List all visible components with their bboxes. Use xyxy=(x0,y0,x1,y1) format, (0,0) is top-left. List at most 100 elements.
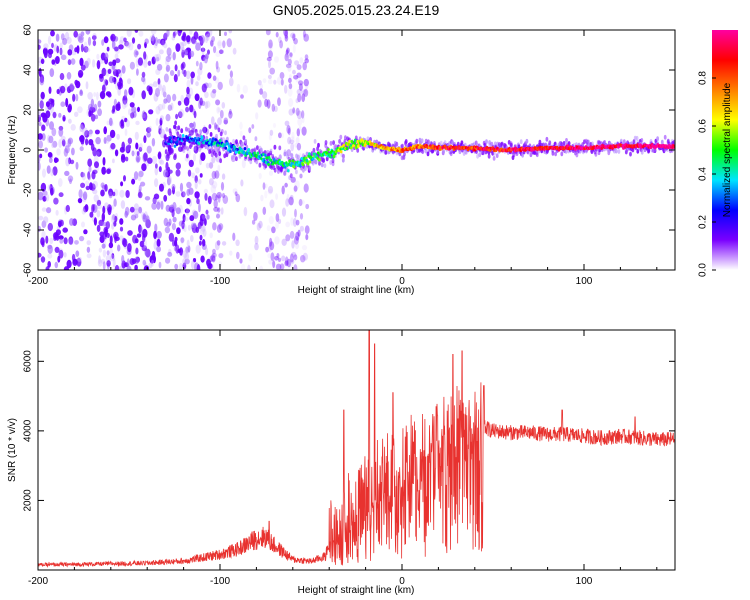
noise-blob xyxy=(99,235,105,243)
noise-blob xyxy=(93,217,97,226)
noise-blob xyxy=(112,258,116,268)
noise-blob xyxy=(195,60,199,67)
noise-blob xyxy=(101,67,107,77)
noise-blob xyxy=(151,34,155,43)
noise-blob xyxy=(295,231,300,241)
noise-blob xyxy=(130,112,135,119)
ridge-halo xyxy=(344,135,347,141)
noise-blob xyxy=(206,258,211,267)
noise-blob xyxy=(88,165,92,173)
noise-blob xyxy=(205,53,209,60)
noise-blob xyxy=(40,91,45,100)
ridge-halo xyxy=(185,126,188,132)
ridge-point xyxy=(339,150,343,154)
colorbar-tick-label: 0.2 xyxy=(698,215,709,229)
noise-blob xyxy=(222,40,226,49)
noise-blob xyxy=(211,36,216,42)
ridge-point xyxy=(283,165,287,169)
noise-blob xyxy=(299,57,304,64)
ridge-halo xyxy=(313,139,317,144)
noise-blob xyxy=(142,228,148,238)
ridge-point xyxy=(304,156,308,160)
noise-blob xyxy=(142,111,148,122)
ridge-halo xyxy=(308,165,312,171)
noise-blob xyxy=(305,84,309,90)
noise-blob xyxy=(200,224,206,232)
ridge-halo xyxy=(635,135,639,141)
noise-blob xyxy=(108,191,113,199)
snr-panel: -200 -100 0 100 2000 4000 6000 Height of strai… xyxy=(7,329,676,596)
noise-blob xyxy=(279,40,283,49)
noise-blob xyxy=(38,225,42,233)
ridge-halo xyxy=(640,149,644,155)
colorbar-gradient xyxy=(712,30,738,270)
noise-blob xyxy=(217,207,221,213)
noise-blob xyxy=(294,208,297,218)
noise-blob xyxy=(142,259,147,266)
noise-blob xyxy=(88,110,92,118)
noise-blob xyxy=(215,124,219,130)
noise-blob xyxy=(81,208,86,215)
noise-blob xyxy=(92,40,97,47)
noise-blob xyxy=(90,143,95,151)
noise-blob xyxy=(86,253,92,259)
noise-blob xyxy=(134,213,139,219)
ridge-point xyxy=(331,149,334,153)
noise-blob xyxy=(102,205,106,214)
noise-blob xyxy=(181,46,185,53)
ridge-halo xyxy=(495,153,499,158)
noise-blob xyxy=(266,225,271,232)
noise-blob xyxy=(199,234,203,241)
noise-blob xyxy=(141,76,146,83)
ridge-halo xyxy=(415,138,419,144)
noise-blob xyxy=(129,61,135,70)
colorbar-tick-label: 0.4 xyxy=(698,167,709,181)
noise-blob xyxy=(211,263,215,270)
noise-blob xyxy=(216,191,222,199)
noise-blob xyxy=(95,136,101,145)
ridge-halo xyxy=(297,154,300,160)
noise-blob xyxy=(234,191,238,196)
colorbar: 0.0 0.2 0.4 0.6 0.8 Normalized spectral ampl… xyxy=(698,30,738,277)
noise-blob xyxy=(172,216,177,223)
ridge-point xyxy=(214,138,217,142)
noise-blob xyxy=(304,225,310,235)
noise-blob xyxy=(195,244,201,254)
noise-blob xyxy=(243,206,248,217)
noise-blob xyxy=(100,182,105,188)
noise-blob xyxy=(124,40,129,47)
noise-blob xyxy=(275,31,279,38)
noise-blob xyxy=(87,36,92,46)
ridge-halo xyxy=(498,142,501,147)
noise-blob xyxy=(79,146,84,152)
noise-blob xyxy=(67,137,74,145)
ridge-halo xyxy=(491,150,495,156)
noise-blob xyxy=(187,245,191,253)
noise-blob xyxy=(126,265,132,270)
ridge-halo xyxy=(583,139,586,145)
ridge-point xyxy=(303,156,306,160)
noise-blob xyxy=(223,119,228,125)
noise-blob xyxy=(167,169,173,174)
noise-blob xyxy=(135,51,139,56)
noise-blob xyxy=(214,170,220,179)
noise-blob xyxy=(88,129,93,135)
noise-blob xyxy=(43,216,49,224)
noise-blob xyxy=(269,199,275,209)
noise-blob xyxy=(127,243,132,253)
noise-blob xyxy=(88,130,93,137)
noise-blob xyxy=(189,30,193,35)
noise-blob xyxy=(128,42,134,51)
noise-blob xyxy=(87,158,93,167)
ridge-halo xyxy=(617,149,621,154)
noise-blob xyxy=(41,230,46,239)
ridge-halo xyxy=(329,160,333,165)
noise-blob xyxy=(80,64,86,71)
noise-blob xyxy=(289,139,295,145)
noise-blob xyxy=(138,146,143,152)
ridge-point xyxy=(256,151,260,155)
noise-blob xyxy=(112,105,116,113)
noise-blob xyxy=(158,124,163,133)
ridge-halo xyxy=(199,129,203,135)
noise-blob xyxy=(51,59,56,65)
